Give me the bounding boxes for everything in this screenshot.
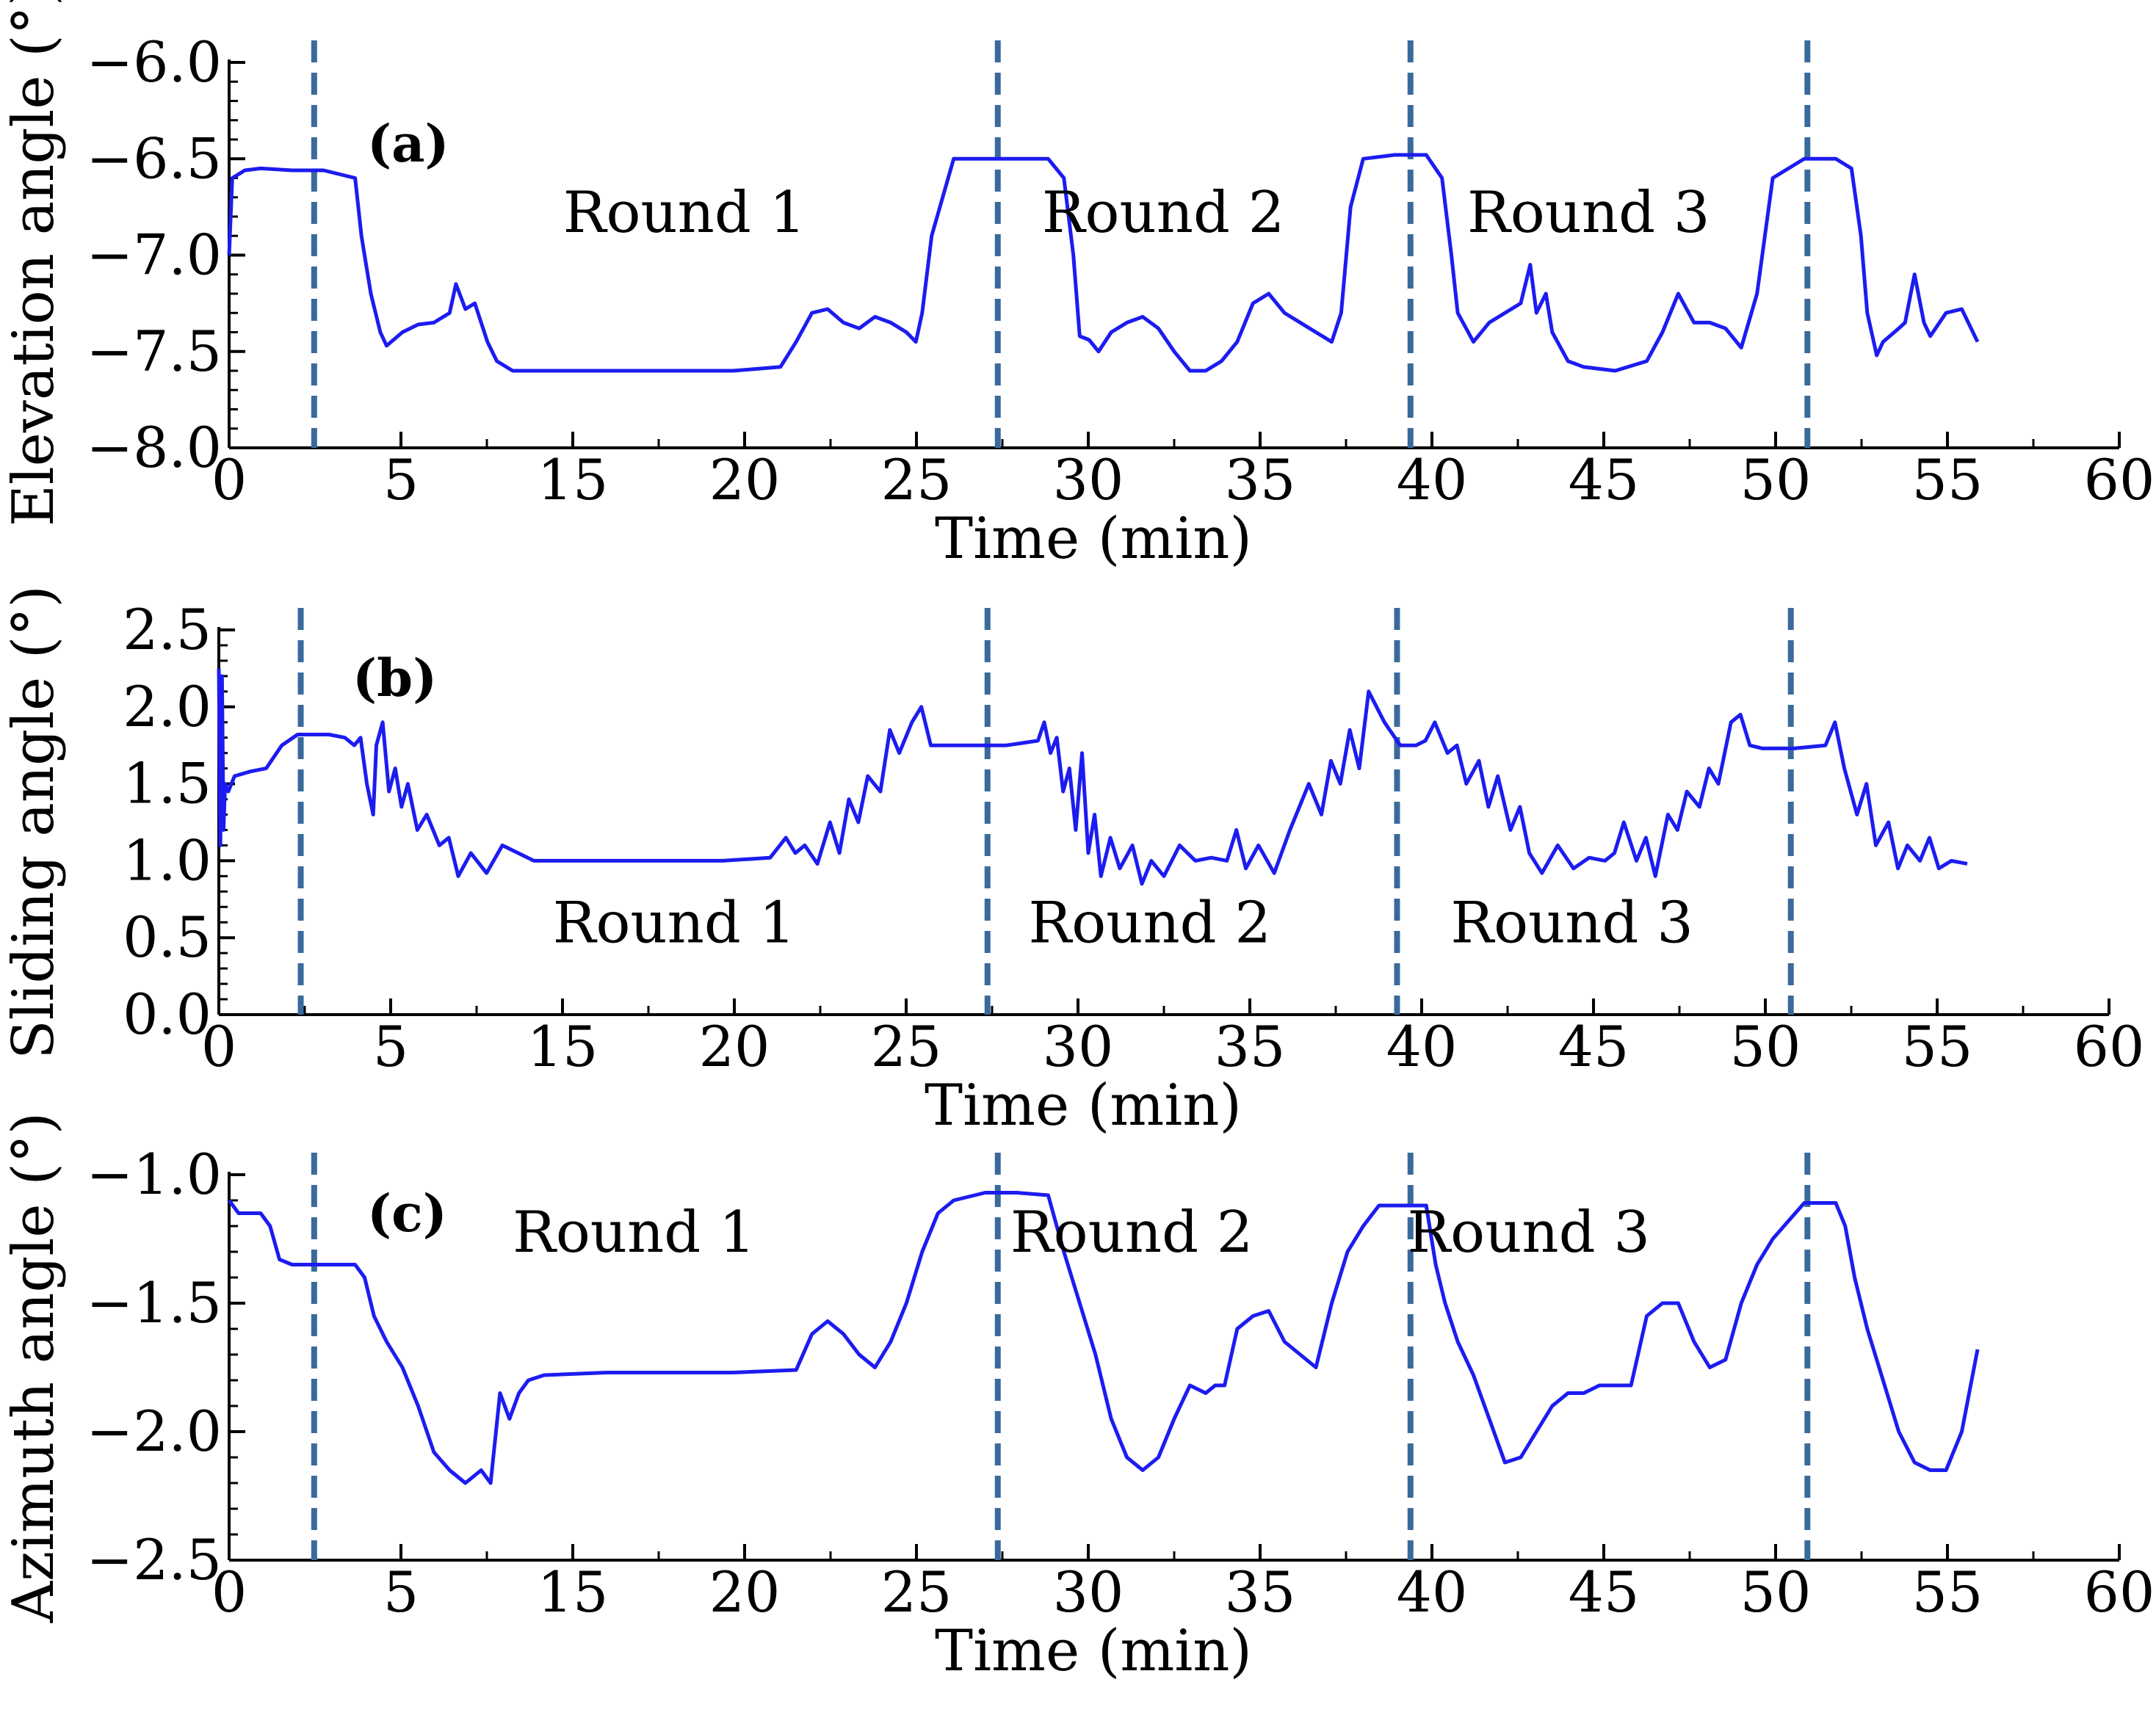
y-tick-label: −8.0: [86, 415, 222, 480]
x-tick-label: 25: [881, 447, 952, 512]
y-tick-label: −6.5: [86, 126, 222, 191]
x-tick-label: 20: [699, 1014, 770, 1079]
x-tick-label: 15: [538, 447, 609, 512]
x-tick-label: 40: [1386, 1014, 1458, 1079]
y-tick-label: −7.0: [86, 222, 222, 288]
y-tick-label: −1.0: [86, 1142, 222, 1207]
round-label: Round 3: [1407, 1200, 1650, 1266]
round-label: Round 3: [1450, 890, 1693, 956]
y-tick-label: −1.5: [86, 1270, 222, 1335]
x-tick-label: 30: [1053, 447, 1124, 512]
y-tick-label: 1.5: [123, 751, 211, 816]
round-label: Round 2: [1042, 180, 1285, 246]
round-label: Round 2: [1010, 1200, 1254, 1266]
y-tick-label: 0.0: [123, 982, 211, 1047]
y-tick-label: 1.0: [123, 827, 211, 893]
panel-tag: (a): [367, 113, 449, 174]
y-tick-label: −6.0: [86, 29, 222, 95]
data-series-line: [217, 668, 1968, 886]
data-series-line: [227, 153, 1980, 373]
x-tick-label: 40: [1397, 447, 1468, 512]
data-series-line: [227, 1191, 1980, 1485]
panel-tag: (c): [367, 1183, 447, 1244]
x-tick-label: 55: [1902, 1014, 1973, 1079]
x-tick-label: 30: [1053, 1559, 1124, 1625]
x-tick-label: 45: [1569, 447, 1640, 512]
x-tick-label: 20: [709, 1559, 781, 1625]
x-tick-label: 35: [1225, 1559, 1296, 1625]
x-tick-label: 0: [211, 1559, 247, 1625]
y-tick-label: −2.5: [86, 1527, 222, 1592]
x-tick-label: 55: [1912, 447, 1983, 512]
round-label: Round 3: [1467, 180, 1710, 246]
y-tick-label: 2.5: [123, 597, 211, 662]
x-tick-label: 50: [1740, 1559, 1812, 1625]
x-tick-label: 0: [211, 447, 247, 512]
x-tick-label: 50: [1740, 447, 1812, 512]
x-tick-label: 45: [1569, 1559, 1640, 1625]
x-tick-label: 60: [2074, 1014, 2145, 1079]
panel-tag: (b): [352, 648, 437, 708]
x-axis-title: Time (min): [935, 506, 1252, 572]
round-label: Round 1: [513, 1200, 756, 1266]
x-tick-label: 30: [1043, 1014, 1114, 1079]
x-tick-label: 35: [1215, 1014, 1286, 1079]
y-axis-title: Sliding angle (°): [1, 585, 67, 1059]
round-label: Round 1: [563, 180, 806, 246]
x-tick-label: 35: [1225, 447, 1296, 512]
x-tick-label: 15: [538, 1559, 609, 1625]
round-label: Round 2: [1029, 890, 1272, 956]
x-tick-label: 25: [881, 1559, 952, 1625]
x-tick-label: 5: [383, 1559, 419, 1625]
chart-panel-2: 0 5 15 20 25 30 35 40 45 50 55 60 2.5 2.0 1.5 1.0 0.5 0.0…: [1, 585, 2144, 1139]
x-tick-label: 60: [2084, 447, 2155, 512]
x-tick-label: 5: [373, 1014, 408, 1079]
y-tick-label: 0.5: [123, 905, 211, 970]
y-tick-label: 2.0: [123, 674, 211, 739]
x-tick-label: 25: [871, 1014, 942, 1079]
y-axis-title: Azimuth angle (°): [1, 1112, 67, 1623]
x-tick-label: 45: [1558, 1014, 1629, 1079]
x-tick-label: 0: [201, 1014, 236, 1079]
y-tick-label: −2.0: [86, 1399, 222, 1464]
x-tick-label: 15: [527, 1014, 598, 1079]
x-tick-label: 20: [709, 447, 781, 512]
x-tick-label: 40: [1397, 1559, 1468, 1625]
x-tick-label: 55: [1912, 1559, 1983, 1625]
x-axis-title: Time (min): [925, 1073, 1242, 1139]
chart-panel-1: 0 5 15 20 25 30 35 40 45 50 55 60 −6.0 −6.5 −7.0 −7.5 −8…: [1, 0, 2155, 572]
chart-panel-3: 0 5 15 20 25 30 35 40 45 50 55 60 −1.0 −1.5 −2.0 −2.5 Ti…: [1, 1112, 2155, 1684]
x-tick-label: 60: [2084, 1559, 2155, 1625]
round-label: Round 1: [553, 890, 796, 956]
x-tick-label: 5: [383, 447, 419, 512]
x-tick-label: 50: [1730, 1014, 1801, 1079]
y-axis-title: Elevation angle (°): [1, 0, 67, 526]
x-axis-title: Time (min): [935, 1618, 1252, 1684]
y-tick-label: −7.5: [86, 319, 222, 384]
